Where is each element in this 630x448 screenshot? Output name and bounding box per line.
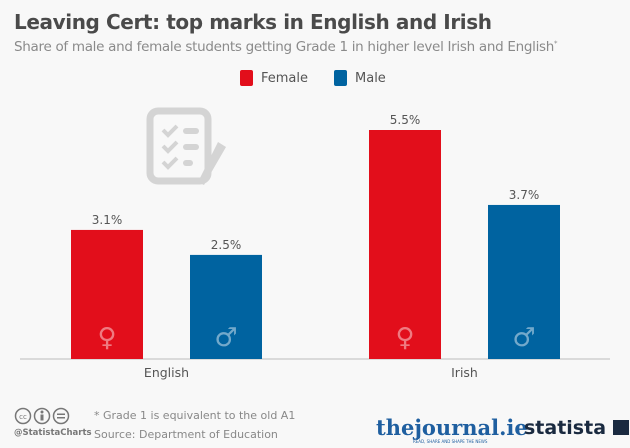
attribution-icon <box>33 407 51 425</box>
source: Source: Department of Education <box>94 428 278 441</box>
chart-subtitle: Share of male and female students gettin… <box>14 39 558 55</box>
data-label: 3.1% <box>92 213 123 227</box>
thejournal-tagline: READ, SHARE AND SHAPE THE NEWS <box>413 439 488 444</box>
subtitle-footnote-mark: * <box>554 39 558 48</box>
statista-logo: statista <box>524 417 629 439</box>
legend-item-female: Female <box>240 70 308 86</box>
x-tick-label: English <box>144 365 189 380</box>
license-icons: cc <box>14 407 70 425</box>
footnote: * Grade 1 is equivalent to the old A1 <box>94 409 296 422</box>
legend-swatch-male <box>334 70 348 86</box>
legend-label-male: Male <box>355 70 386 86</box>
bar-female-irish <box>369 130 441 359</box>
statista-icon <box>612 420 629 435</box>
statista-wordmark: statista <box>524 417 607 439</box>
cc-icon <box>14 407 32 425</box>
data-label: 3.7% <box>509 188 540 202</box>
legend-swatch-female <box>240 70 253 86</box>
statista-handle[interactable]: @StatistaCharts <box>14 428 92 438</box>
bar-female-english <box>71 229 143 359</box>
chart-title: Leaving Cert: top marks in English and I… <box>14 10 492 34</box>
thejournal-logo: thejournal.ie <box>376 415 528 440</box>
female-symbol-icon: ♀ <box>97 323 116 353</box>
svg-text:cc: cc <box>19 413 27 421</box>
bar-male-english <box>190 254 262 359</box>
subtitle-text: Share of male and female students gettin… <box>14 39 555 55</box>
legend-label-female: Female <box>261 70 309 86</box>
checklist-clipboard-icon <box>146 107 226 185</box>
legend-item-male: Male <box>334 70 386 86</box>
x-tick-label: Irish <box>451 365 478 380</box>
data-label: 5.5% <box>390 113 421 127</box>
legend: Female Male <box>240 70 386 86</box>
bar-male-irish <box>488 204 560 359</box>
no-derivatives-icon <box>52 407 70 425</box>
female-symbol-icon: ♀ <box>395 323 414 353</box>
male-symbol-icon: ♂ <box>512 323 535 353</box>
male-symbol-icon: ♂ <box>214 323 237 353</box>
data-label: 2.5% <box>211 238 242 252</box>
